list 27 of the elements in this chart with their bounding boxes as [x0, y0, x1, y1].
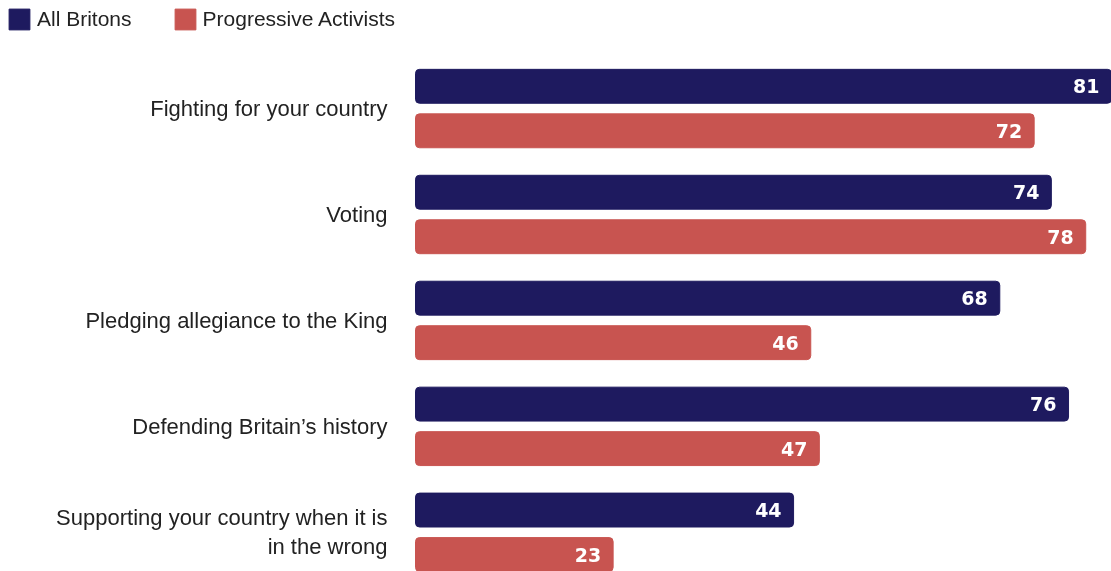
bar — [415, 492, 795, 528]
bar — [415, 174, 1052, 210]
y-tick-label: Supporting your country when it is in the wrong — [56, 505, 388, 560]
data-label: 47 — [780, 437, 808, 460]
bar — [415, 537, 614, 571]
bar — [415, 280, 1001, 316]
bar — [415, 219, 1087, 255]
y-tick-label: Voting — [326, 201, 388, 227]
y-tick-label: Defending Britain’s history — [132, 413, 388, 439]
bar — [415, 325, 812, 361]
data-label: 81 — [1073, 75, 1100, 98]
bar — [415, 68, 1111, 104]
data-label: 72 — [995, 119, 1023, 142]
data-label: 68 — [961, 287, 988, 310]
y-tick-label: Pledging allegiance to the King — [85, 307, 388, 333]
bar — [415, 386, 1070, 422]
data-label: 78 — [1047, 225, 1074, 248]
data-label: 76 — [1030, 393, 1057, 416]
bar — [415, 431, 820, 467]
data-label: 46 — [772, 331, 799, 354]
bar — [415, 113, 1035, 149]
legend-label: Progressive Activists — [202, 7, 396, 31]
y-tick-label: Fighting for your country — [150, 96, 388, 122]
legend-label: All Britons — [37, 7, 132, 31]
data-label: 74 — [1012, 181, 1040, 204]
data-label: 44 — [755, 499, 782, 522]
data-label: 23 — [574, 543, 602, 566]
